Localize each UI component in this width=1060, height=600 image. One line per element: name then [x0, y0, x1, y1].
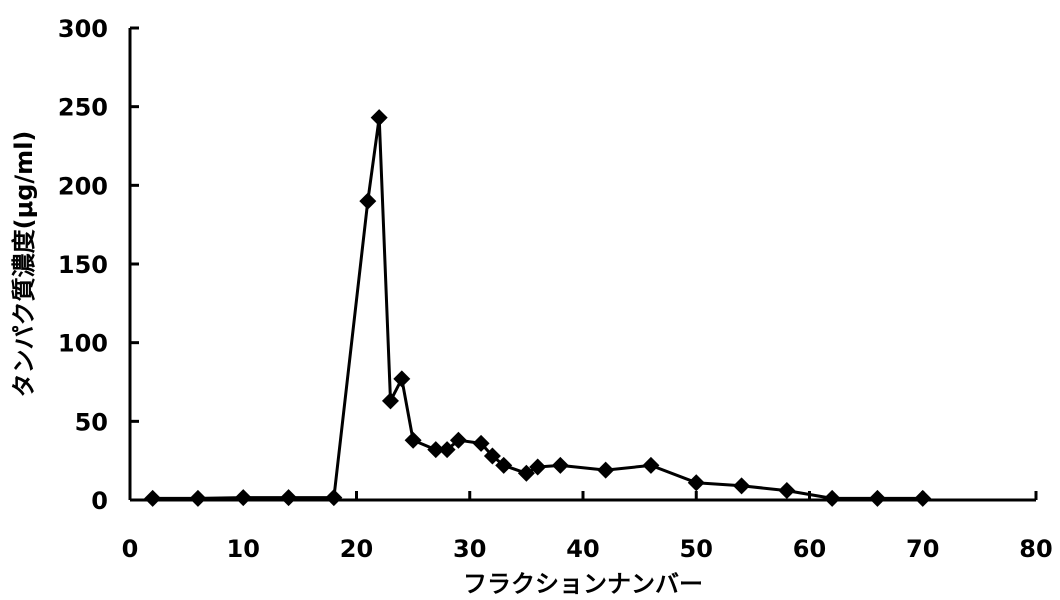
data-point — [234, 489, 252, 507]
data-point — [733, 477, 751, 495]
x-tick-label: 80 — [1019, 535, 1052, 563]
data-point — [529, 458, 547, 476]
y-tick-label: 300 — [58, 15, 108, 43]
y-tick-label: 250 — [58, 94, 108, 122]
data-point — [381, 392, 399, 410]
data-point — [495, 456, 513, 474]
x-tick-label: 70 — [906, 535, 939, 563]
data-point — [427, 441, 445, 459]
data-point — [472, 434, 490, 452]
y-tick-label: 50 — [75, 408, 108, 436]
x-tick-label: 0 — [122, 535, 139, 563]
data-point — [778, 482, 796, 500]
data-point — [687, 474, 705, 492]
series-markers — [144, 109, 932, 507]
data-point — [642, 456, 660, 474]
data-point — [914, 489, 932, 507]
data-point — [280, 489, 298, 507]
data-point — [189, 489, 207, 507]
x-tick-label: 50 — [680, 535, 713, 563]
data-point — [325, 489, 343, 507]
data-point — [393, 370, 411, 388]
data-point — [359, 192, 377, 210]
y-tick-label: 150 — [58, 251, 108, 279]
data-point — [517, 464, 535, 482]
y-axis-title: タンパク質濃度(μg/ml) — [10, 131, 38, 398]
y-axis-ticks: 0 50 100 150 200 250 300 — [58, 15, 139, 515]
data-point — [404, 431, 422, 449]
data-point — [823, 489, 841, 507]
x-tick-label: 10 — [227, 535, 260, 563]
y-tick-label: 100 — [58, 330, 108, 358]
series-line — [152, 116, 923, 500]
data-point — [551, 456, 569, 474]
x-axis-title: フラクションナンバー — [463, 570, 703, 598]
y-tick-label: 0 — [91, 487, 108, 515]
data-point — [449, 431, 467, 449]
x-tick-label: 20 — [340, 535, 373, 563]
data-point — [483, 447, 501, 465]
y-tick-label: 200 — [58, 172, 108, 200]
x-tick-label: 40 — [566, 535, 599, 563]
data-point — [597, 461, 615, 479]
x-axis-ticks: 0 10 20 30 40 50 60 70 80 — [122, 491, 1053, 563]
data-point — [370, 109, 388, 127]
x-tick-label: 30 — [453, 535, 486, 563]
data-point — [144, 489, 162, 507]
data-point — [438, 441, 456, 459]
x-tick-label: 60 — [793, 535, 826, 563]
data-point — [868, 489, 886, 507]
